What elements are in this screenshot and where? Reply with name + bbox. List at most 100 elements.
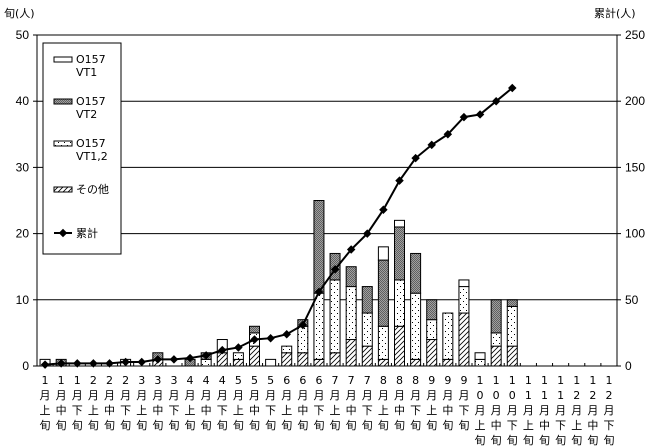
x-label-char: 上 (40, 404, 51, 417)
bar-segment (281, 352, 293, 367)
legend-label-vt12-line2: VT1,2 (76, 150, 108, 163)
x-label-char: 7 (348, 374, 355, 387)
x-label-char: 上 (330, 404, 341, 417)
x-label-char: 月 (458, 389, 469, 402)
x-label-char: 6 (283, 374, 290, 387)
bar-segment (249, 345, 260, 367)
bar-segment (377, 358, 389, 367)
x-label-char: 月 (185, 389, 196, 402)
x-label-char: 下 (168, 404, 179, 417)
x-label-char: 旬 (475, 434, 486, 447)
x-label-char: 旬 (507, 434, 518, 447)
x-label-char: 旬 (426, 419, 437, 432)
bar-segment (329, 352, 341, 367)
data-point-marker (185, 353, 195, 363)
bar-segment (410, 358, 422, 367)
bar-segment (345, 339, 357, 367)
x-label-char: 月 (426, 389, 437, 402)
bar-segment (458, 286, 470, 314)
x-label-char: 月 (297, 389, 308, 402)
x-label-char: 中 (249, 404, 260, 417)
x-label-char: 1 (509, 374, 516, 387)
x-label-char: 旬 (362, 419, 373, 432)
x-label-char: 月 (217, 389, 228, 402)
x-label-char: 3 (170, 374, 177, 387)
data-point-marker (314, 287, 324, 297)
bar-segment (490, 299, 502, 334)
data-point-marker (459, 112, 469, 122)
x-label-char: 上 (281, 404, 292, 417)
x-label-char: 9 (460, 374, 467, 387)
bar-segment (361, 345, 373, 367)
bar-segment (361, 312, 373, 347)
x-label-char: 旬 (587, 434, 598, 447)
x-label-char: 8 (380, 374, 387, 387)
x-label-char: 月 (539, 404, 550, 417)
x-label-char: 上 (523, 419, 534, 432)
x-label-char: 月 (233, 389, 244, 402)
x-label-char: 下 (120, 404, 131, 417)
x-label-char: 月 (491, 404, 502, 417)
data-point-marker (379, 205, 388, 215)
x-label-char: 月 (330, 389, 341, 402)
x-label-char: 中 (394, 404, 405, 417)
x-label-char: 月 (168, 389, 179, 402)
x-label-char: 下 (507, 419, 518, 432)
x-label-char: 旬 (523, 434, 534, 447)
x-label-char: 月 (507, 404, 518, 417)
cumulative-line (40, 83, 517, 369)
x-label-char: 中 (346, 404, 357, 417)
x-label-char: 1 (58, 374, 65, 387)
data-point-marker (250, 335, 259, 344)
x-label-char: 月 (152, 389, 163, 402)
x-label-char: 月 (40, 389, 51, 402)
bar-segment (200, 358, 212, 367)
x-label-char: 上 (185, 404, 196, 417)
x-label-char: 旬 (185, 419, 196, 432)
bar-segment (474, 358, 486, 367)
bar-segment (377, 259, 389, 327)
x-label-char: 上 (571, 419, 582, 432)
x-label-char: 5 (235, 374, 242, 387)
data-point-marker (475, 110, 485, 119)
bar-segment (361, 286, 373, 314)
bar-segment (426, 319, 438, 341)
legend: O157 VT1 O157 VT2 O157 VT1,2 その他 累計 (42, 42, 122, 255)
x-label-char: 上 (475, 419, 486, 432)
x-label-char: 上 (233, 404, 244, 417)
x-label-char: 中 (152, 404, 163, 417)
x-label-char: 旬 (249, 419, 260, 432)
legend-label-vt2-line2: VT2 (76, 108, 97, 121)
x-label-char: 1 (557, 374, 564, 387)
x-label-char: 中 (587, 419, 598, 432)
data-point-marker (411, 153, 420, 163)
x-label-char: 1 (493, 374, 500, 387)
x-label-char: 旬 (152, 419, 163, 432)
legend-swatch-other (53, 186, 73, 193)
x-label-char: 月 (378, 389, 389, 402)
data-point-marker (346, 245, 356, 254)
x-label-char: 月 (442, 389, 453, 402)
x-label-char: 旬 (281, 419, 292, 432)
plot-area-frame (36, 34, 618, 367)
x-label-char: 月 (72, 389, 83, 402)
bar-segment (506, 345, 518, 367)
right-tick-label: 100 (625, 227, 645, 241)
x-label-char: 下 (555, 419, 566, 432)
bar-segment (394, 325, 405, 367)
x-label-char: 下 (313, 404, 324, 417)
x-label-char: 中 (56, 404, 67, 417)
bar-segment (410, 252, 422, 294)
x-label-char: 1 (605, 374, 612, 387)
left-axis-title: 旬(人) (4, 7, 35, 20)
x-label-char: 下 (458, 404, 469, 417)
bar-segment (216, 352, 228, 367)
x-label-char: 3 (138, 374, 145, 387)
x-label-char: 月 (555, 404, 566, 417)
bar-segment (442, 312, 454, 360)
x-label-char: 月 (136, 389, 147, 402)
bar-segment (458, 279, 470, 288)
x-label-char: 1 (477, 374, 484, 387)
x-label-char: 旬 (56, 419, 67, 432)
